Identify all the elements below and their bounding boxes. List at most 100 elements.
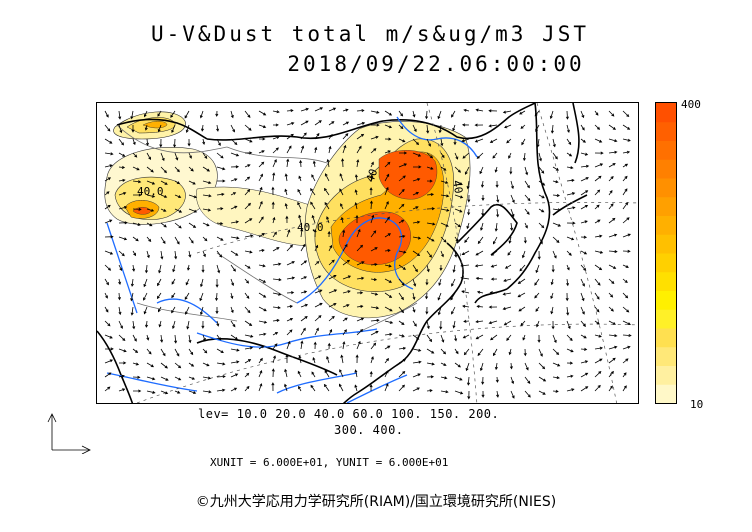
wind-arrow (517, 278, 526, 284)
wind-arrow (326, 158, 330, 168)
wind-arrow (438, 124, 442, 134)
wind-arrow (551, 320, 555, 330)
wind-arrow (286, 329, 293, 336)
wind-arrow (185, 278, 190, 286)
wind-arrow (566, 138, 572, 146)
wind-arrow (440, 362, 447, 366)
wind-arrow (354, 201, 358, 210)
wind-arrow (284, 188, 288, 196)
wind-arrow (552, 348, 560, 355)
wind-arrow (384, 186, 389, 196)
wind-arrow (244, 278, 250, 284)
wind-arrow (475, 320, 484, 324)
wind-arrow (160, 348, 166, 357)
wind-arrow (356, 159, 360, 168)
wind-arrow (146, 166, 154, 173)
wind-arrow (132, 166, 140, 171)
wind-arrow (566, 374, 574, 378)
wind-arrow (144, 264, 149, 274)
contour-levels-line1: lev= 10.0 20.0 40.0 60.0 100. 150. 200. (198, 407, 500, 421)
wind-arrow (132, 375, 141, 379)
wind-arrow (186, 264, 191, 271)
wind-arrow (454, 376, 463, 381)
wind-arrow (202, 376, 212, 380)
wind-arrow (271, 186, 275, 196)
wind-arrow (370, 263, 378, 267)
wind-arrow (475, 334, 484, 340)
wind-arrow (464, 166, 470, 175)
wind-arrow (524, 376, 531, 384)
wind-arrow (384, 370, 389, 378)
wind-arrow (118, 152, 126, 157)
wind-arrow (188, 362, 195, 367)
wind-arrow (132, 250, 137, 257)
wind-arrow (258, 110, 267, 116)
wind-arrow (552, 180, 559, 184)
wind-arrow (272, 136, 280, 140)
wind-arrow (104, 110, 109, 118)
wind-arrow (356, 145, 362, 154)
contour-label: 40 (450, 179, 465, 194)
wind-arrow (202, 334, 206, 342)
wind-arrow (356, 329, 364, 336)
copyright-notice: ©九州大学応用力学研究所(RIAM)/国立環境研究所(NIES) (195, 494, 557, 510)
wind-arrow (188, 334, 192, 344)
wind-arrow (244, 334, 254, 338)
wind-arrow (311, 214, 316, 224)
wind-arrow (258, 278, 267, 283)
wind-arrow (594, 110, 599, 116)
wind-arrow (454, 180, 463, 186)
wind-arrow (594, 384, 601, 392)
wind-arrow (479, 166, 484, 175)
wind-arrow (370, 230, 377, 238)
wind-arrow (340, 203, 344, 210)
wind-arrow (188, 166, 194, 172)
wind-arrow (244, 164, 251, 168)
wind-arrow (622, 124, 631, 130)
wind-arrow (622, 264, 629, 268)
wind-arrow (594, 124, 601, 130)
wind-arrow (118, 236, 128, 241)
wind-arrow (244, 306, 251, 314)
wind-arrow (185, 124, 190, 133)
wind-arrow (230, 236, 240, 240)
wind-arrow (481, 208, 485, 217)
wind-arrow (202, 208, 212, 212)
wind-arrow (354, 189, 358, 196)
wind-arrow (313, 229, 317, 238)
wind-arrow (495, 376, 499, 383)
wind-arrow (118, 388, 126, 392)
wind-arrow (104, 152, 114, 156)
wind-arrow (384, 264, 392, 268)
wind-arrow (160, 180, 168, 185)
wind-arrow (328, 303, 337, 308)
colorbar-band (656, 328, 676, 348)
wind-arrow (522, 152, 526, 162)
colorbar-scale (656, 103, 676, 404)
wind-arrow (132, 320, 136, 330)
wind-arrow (399, 151, 408, 155)
wind-arrow (566, 124, 570, 134)
wind-arrow (412, 138, 420, 146)
wind-arrow (130, 292, 134, 302)
wind-arrow (230, 138, 238, 146)
wind-arrow (608, 150, 618, 154)
wind-arrow (285, 215, 289, 224)
wind-arrow (328, 329, 333, 336)
wind-arrow (566, 192, 576, 196)
wind-arrow (524, 222, 528, 229)
colorbar-band (656, 140, 676, 160)
wind-arrow (384, 161, 391, 168)
wind-arrow (258, 292, 267, 298)
wind-arrow (494, 222, 498, 232)
wind-arrow (118, 250, 125, 257)
wind-arrow (622, 175, 628, 182)
wind-arrow (104, 292, 108, 299)
wind-arrow (104, 386, 111, 392)
wind-arrow (160, 390, 169, 395)
wind-arrow (398, 138, 406, 143)
wind-arrow (284, 173, 288, 182)
wind-arrow (356, 291, 364, 295)
wind-arrow (286, 229, 291, 238)
wind-arrow (244, 151, 253, 155)
